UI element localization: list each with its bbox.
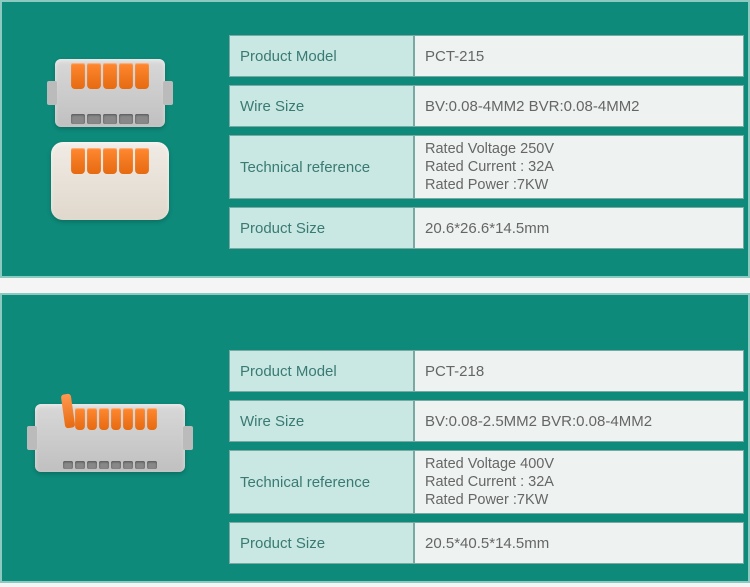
row-wire-size: Wire Size BV:0.08-4MM2 BVR:0.08-4MM2: [229, 85, 744, 127]
row-technical-reference: Technical reference Rated Voltage 400V R…: [229, 450, 744, 514]
value-product-model: PCT-218: [414, 350, 744, 392]
label-technical-reference: Technical reference: [229, 135, 414, 199]
value-technical-reference: Rated Voltage 400V Rated Current : 32A R…: [414, 450, 744, 514]
row-product-size: Product Size 20.5*40.5*14.5mm: [229, 522, 744, 564]
label-product-size: Product Size: [229, 207, 414, 249]
value-wire-size: BV:0.08-2.5MM2 BVR:0.08-4MM2: [414, 400, 744, 442]
row-product-size: Product Size 20.6*26.6*14.5mm: [229, 207, 744, 249]
product-panel-pct215: Product Model PCT-215 Wire Size BV:0.08-…: [0, 0, 750, 278]
tech-current: Rated Current : 32A: [425, 473, 733, 491]
label-technical-reference: Technical reference: [229, 450, 414, 514]
value-wire-size: BV:0.08-4MM2 BVR:0.08-4MM2: [414, 85, 744, 127]
value-technical-reference: Rated Voltage 250V Rated Current : 32A R…: [414, 135, 744, 199]
label-wire-size: Wire Size: [229, 85, 414, 127]
spec-table-pct215: Product Model PCT-215 Wire Size BV:0.08-…: [229, 27, 744, 257]
value-product-size: 20.6*26.6*14.5mm: [414, 207, 744, 249]
connector-grey-icon: [55, 59, 165, 127]
value-product-size: 20.5*40.5*14.5mm: [414, 522, 744, 564]
tech-current: Rated Current : 32A: [425, 158, 733, 176]
row-product-model: Product Model PCT-218: [229, 350, 744, 392]
product-image-area: [2, 2, 217, 276]
value-product-model: PCT-215: [414, 35, 744, 77]
row-product-model: Product Model PCT-215: [229, 35, 744, 77]
row-wire-size: Wire Size BV:0.08-2.5MM2 BVR:0.08-4MM2: [229, 400, 744, 442]
connector-clear-icon: [51, 142, 169, 220]
label-wire-size: Wire Size: [229, 400, 414, 442]
connector-8way-icon: [35, 404, 185, 472]
row-technical-reference: Technical reference Rated Voltage 250V R…: [229, 135, 744, 199]
spec-table-pct218: Product Model PCT-218 Wire Size BV:0.08-…: [229, 342, 744, 572]
tech-power: Rated Power :7KW: [425, 176, 733, 194]
label-product-size: Product Size: [229, 522, 414, 564]
product-panel-pct218: Product Model PCT-218 Wire Size BV:0.08-…: [0, 293, 750, 583]
tech-power: Rated Power :7KW: [425, 491, 733, 509]
label-product-model: Product Model: [229, 350, 414, 392]
tech-voltage: Rated Voltage 250V: [425, 140, 733, 158]
label-product-model: Product Model: [229, 35, 414, 77]
tech-voltage: Rated Voltage 400V: [425, 455, 733, 473]
product-image-area: [2, 295, 217, 581]
